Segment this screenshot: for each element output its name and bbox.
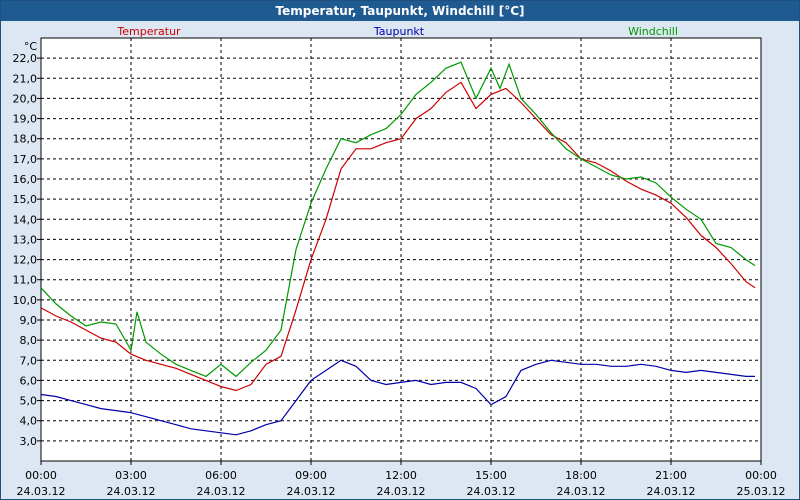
y-tick-label: 17,0: [13, 153, 38, 166]
x-tick-time: 15:00: [475, 469, 507, 482]
x-tick-date: 25.03.12: [737, 485, 786, 498]
x-tick-date: 24.03.12: [557, 485, 606, 498]
x-tick-time: 00:00: [25, 469, 57, 482]
y-tick-label: 11,0: [13, 274, 38, 287]
y-tick-label: 21,0: [13, 72, 38, 85]
y-tick-label: 4,0: [20, 415, 38, 428]
y-tick-label: 14,0: [13, 213, 38, 226]
y-tick-label: 15,0: [13, 193, 38, 206]
chart-title: Temperatur, Taupunkt, Windchill [°C]: [1, 1, 799, 21]
y-tick-label: 12,0: [13, 254, 38, 267]
y-tick-label: 10,0: [13, 294, 38, 307]
y-tick-label: 3,0: [20, 435, 38, 448]
y-tick-label: 6,0: [20, 374, 38, 387]
x-tick-date: 24.03.12: [647, 485, 696, 498]
x-tick-time: 12:00: [385, 469, 417, 482]
series-line-taupunkt: [40, 359, 755, 436]
x-tick-date: 24.03.12: [467, 485, 516, 498]
x-tick-date: 24.03.12: [287, 485, 336, 498]
y-tick-label: 5,0: [20, 395, 38, 408]
x-tick-date: 24.03.12: [107, 485, 156, 498]
y-tick-label: 22,0: [13, 52, 38, 65]
y-tick-label: 19,0: [13, 113, 38, 126]
line-chart: 3,0 4,0 5,0 6,0 7,0 8,0 9,0 10,0 11,0 12,0 13,0 14,…: [13, 25, 786, 498]
x-tick-date: 24.03.12: [377, 485, 426, 498]
x-tick-time: 09:00: [295, 469, 327, 482]
y-axis-unit: °C: [24, 40, 38, 53]
x-tick-time: 18:00: [565, 469, 597, 482]
y-tick-label: 20,0: [13, 92, 38, 105]
legend-temperatur: Temperatur: [116, 25, 181, 38]
x-tick-time: 03:00: [115, 469, 147, 482]
series-line-temperatur: [40, 81, 756, 392]
y-tick-label: 13,0: [13, 233, 38, 246]
x-tick-time: 00:00: [745, 469, 777, 482]
series-line-windchill: [40, 61, 756, 378]
y-tick-label: 16,0: [13, 173, 38, 186]
x-tick-time: 21:00: [655, 469, 687, 482]
y-tick-label: 9,0: [20, 314, 38, 327]
y-tick-label: 7,0: [20, 354, 38, 367]
x-tick-date: 24.03.12: [197, 485, 246, 498]
y-tick-label: 18,0: [13, 133, 38, 146]
legend-windchill: Windchill: [628, 25, 678, 38]
y-tick-label: 8,0: [20, 334, 38, 347]
legend-taupunkt: Taupunkt: [373, 25, 425, 38]
x-tick-time: 06:00: [205, 469, 237, 482]
x-tick-date: 24.03.12: [17, 485, 66, 498]
